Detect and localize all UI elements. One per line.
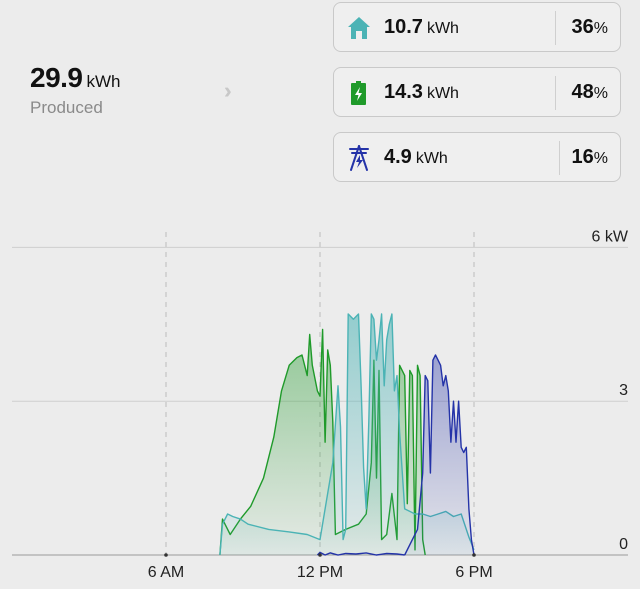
battery-usage-value: 14.3 kWh (384, 81, 459, 103)
chart-axes: 6 kW 3 0 6 AM 12 PM 6 PM (148, 228, 629, 581)
x-tick-label: 12 PM (297, 564, 343, 581)
y-tick-label: 6 kW (592, 228, 629, 245)
y-tick-label: 3 (619, 382, 628, 399)
grid-series-area (404, 355, 474, 555)
grid-baseline-line (316, 551, 405, 556)
home-usage-percent: 36% (571, 16, 608, 38)
house-icon (348, 17, 370, 39)
chart-series (219, 313, 475, 556)
grid-series-line (404, 354, 475, 556)
produced-summary: 29.9 kWh Produced (30, 62, 121, 118)
battery-usage-percent: 48% (571, 81, 608, 103)
x-tick-dot (472, 553, 476, 557)
grid-usage-card[interactable]: 4.9 kWh 16% (333, 132, 621, 182)
x-tick-label: 6 AM (148, 564, 184, 581)
power-tower-icon (349, 145, 369, 171)
x-tick-dot (318, 553, 322, 557)
card-divider (559, 141, 560, 175)
grid-usage-value: 4.9 kWh (384, 146, 448, 168)
produced-unit: kWh (86, 72, 121, 91)
grid-usage-percent: 16% (571, 146, 608, 168)
x-tick-label: 6 PM (455, 564, 492, 581)
battery-icon (351, 81, 366, 105)
home-usage-value: 10.7 kWh (384, 16, 459, 38)
card-divider (555, 11, 556, 45)
double-chevron-right-icon: ›› (224, 78, 229, 103)
y-tick-label: 0 (619, 536, 628, 553)
produced-label: Produced (30, 98, 103, 117)
battery-usage-card[interactable]: 14.3 kWh 48% (333, 67, 621, 117)
x-tick-dot (164, 553, 168, 557)
produced-value: 29.9 (30, 62, 83, 93)
energy-area-chart: 6 kW 3 0 6 AM 12 PM 6 PM (12, 228, 629, 581)
card-divider (555, 76, 556, 110)
home-usage-card[interactable]: 10.7 kWh 36% (333, 2, 621, 52)
